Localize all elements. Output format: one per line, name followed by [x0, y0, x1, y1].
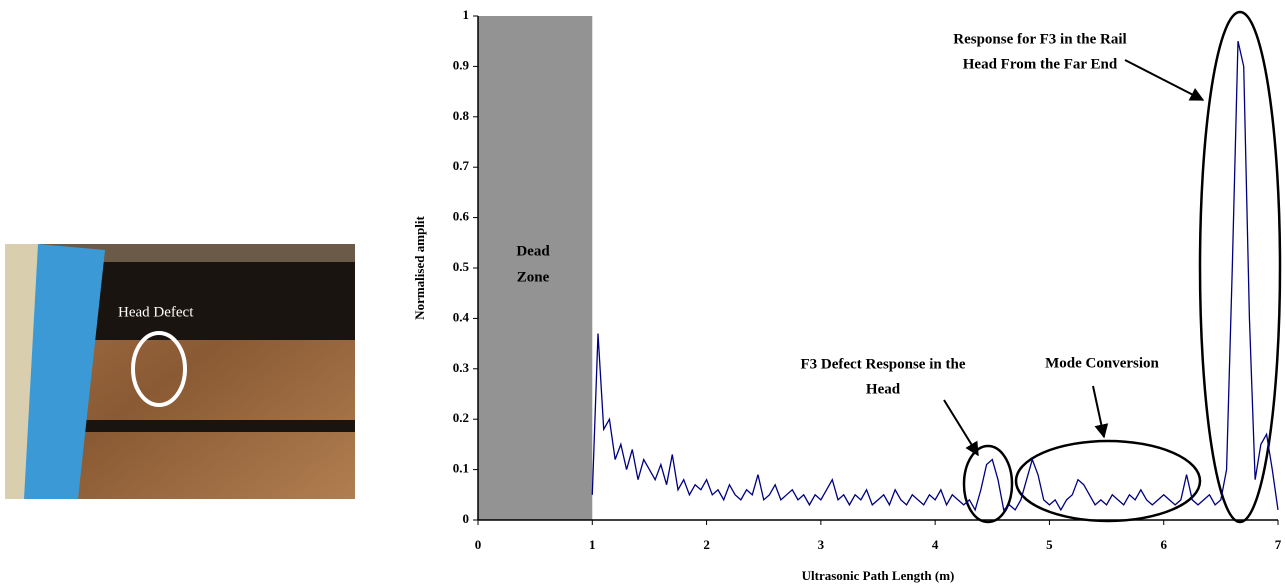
annotation: Response for F3 in the Rail [953, 31, 1126, 47]
y-tick-label: 0.5 [453, 259, 470, 274]
y-axis-title: Normalised amplit [412, 216, 427, 320]
y-tick-label: 0.3 [453, 360, 470, 375]
y-tick-label: 0.9 [453, 57, 470, 72]
x-tick-label: 7 [1275, 537, 1282, 552]
signal-line [591, 41, 1279, 512]
annotation: Head From the Far End [963, 56, 1118, 72]
x-tick-label: 6 [1160, 537, 1167, 552]
y-tick-label: 0 [463, 511, 470, 526]
y-tick-label: 0.7 [453, 158, 470, 173]
annotation-ellipse [1198, 10, 1282, 524]
x-tick-label: 1 [589, 537, 596, 552]
chart: Dead Zone F3 Defect Response in the Head… [412, 7, 1282, 583]
annotation-arrow [943, 399, 979, 457]
annotation: Dead [516, 243, 550, 259]
photo-groove [80, 420, 355, 432]
y-tick-label: 0.6 [453, 209, 470, 224]
photo-label: Head Defect [118, 304, 194, 320]
x-tick-label: 0 [475, 537, 482, 552]
y-tick-label: 0.2 [453, 410, 469, 425]
annotation-shapes [943, 10, 1282, 524]
y-tick-label: 0.8 [453, 108, 470, 123]
x-tick-label: 4 [932, 537, 939, 552]
x-axis-title: Ultrasonic Path Length (m) [802, 568, 955, 583]
annotation-arrow [1092, 385, 1109, 439]
x-tick-label: 2 [703, 537, 710, 552]
photo: Head Defect [5, 244, 355, 499]
annotation: F3 Defect Response in the [801, 356, 966, 372]
y-tick-label: 1 [463, 7, 470, 22]
y-tick-label: 0.1 [453, 461, 469, 476]
x-tick-label: 5 [1046, 537, 1053, 552]
photo-wood [5, 244, 40, 499]
annotation-arrow [1124, 59, 1205, 101]
photo-blue-block [24, 244, 105, 499]
annotation: Mode Conversion [1045, 355, 1159, 371]
x-tick-label: 3 [818, 537, 825, 552]
annotation-ellipse [962, 444, 1014, 524]
y-tick-label: 0.4 [453, 309, 470, 324]
annotation-ellipse [1014, 439, 1202, 523]
annotation: Head [866, 381, 901, 397]
defect-circle [131, 331, 187, 407]
annotation: Zone [517, 269, 550, 285]
dead-zone [478, 16, 593, 520]
